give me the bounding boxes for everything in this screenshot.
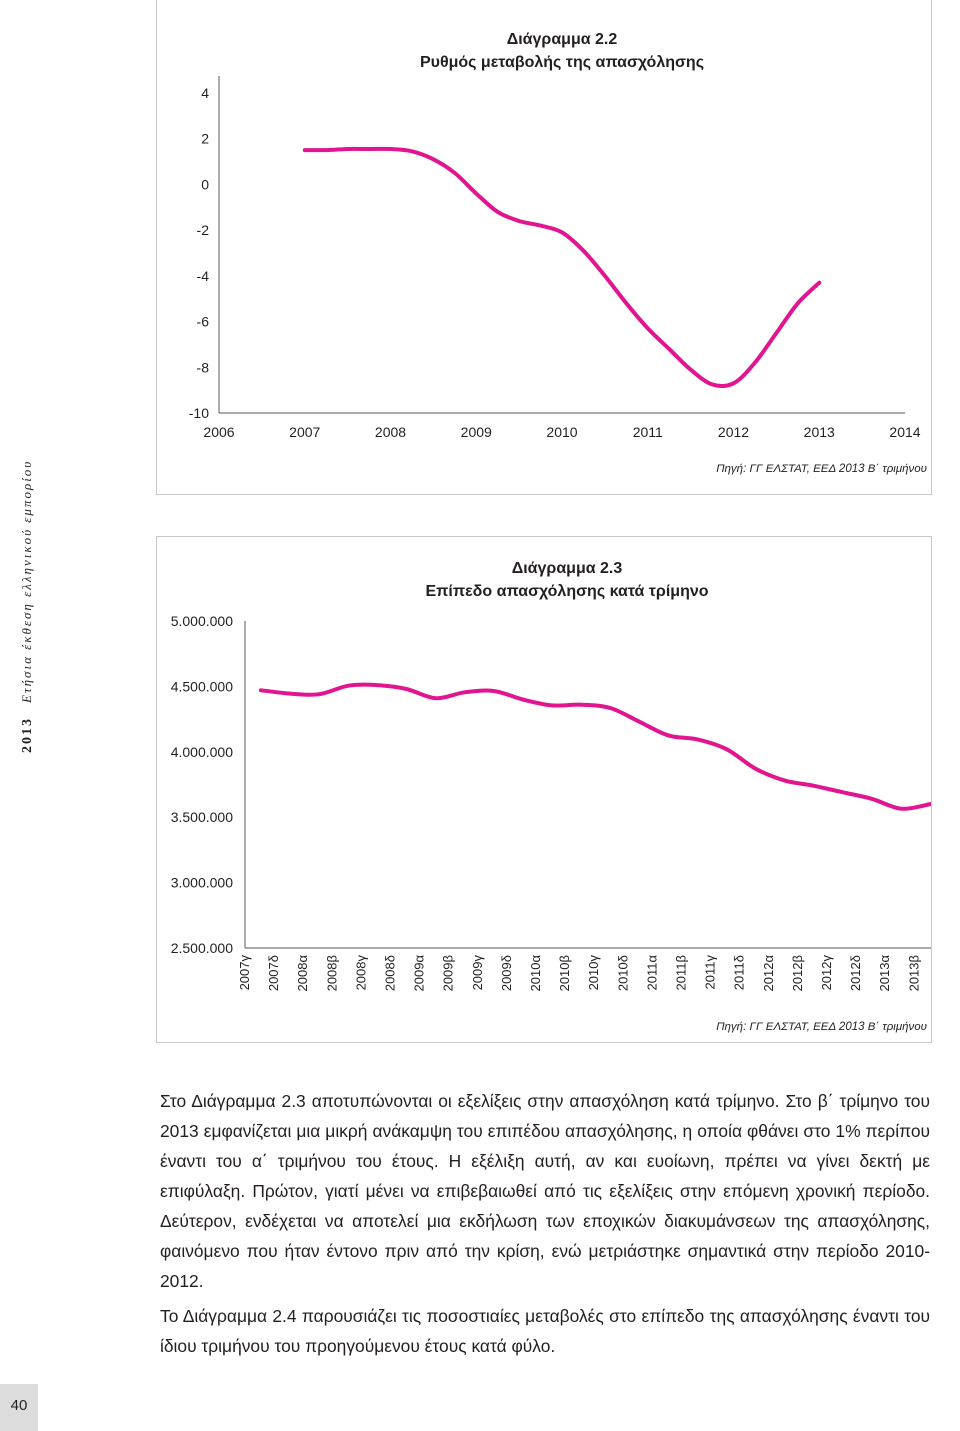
chart2-x-tick-label: 2010γ bbox=[586, 955, 601, 991]
chart2-x-tick-label: 2009γ bbox=[470, 955, 485, 991]
chart2-x-tick-label: 2009δ bbox=[499, 955, 514, 991]
chart2-y-tick-label: 4.500.000 bbox=[171, 678, 233, 694]
chart2-x-tick-label: 2011γ bbox=[703, 955, 718, 990]
chart2-subtitle: Επίπεδο απασχόλησης κατά τρίμηνο bbox=[425, 583, 708, 600]
chart1-title: Διάγραμμα 2.2 bbox=[507, 31, 618, 48]
chart2-title: Διάγραμμα 2.3 bbox=[512, 560, 623, 577]
chart2-x-tick-label: 2010β bbox=[557, 955, 572, 991]
chart2-x-tick-label: 2013β bbox=[906, 955, 921, 991]
chart2-x-tick-label: 2012β bbox=[790, 955, 805, 991]
chart2-x-tick-label: 2012α bbox=[761, 955, 776, 992]
chart1-x-tick-label: 2014 bbox=[889, 424, 920, 440]
chart1-y-tick-label: 0 bbox=[201, 176, 209, 192]
chart2-x-tick-label: 2012δ bbox=[848, 955, 863, 991]
chart2-y-tick-label: 3.500.000 bbox=[171, 809, 233, 825]
chart1-x-tick-label: 2012 bbox=[718, 424, 749, 440]
chart1-x-tick-label: 2008 bbox=[375, 424, 406, 440]
chart-employment-level-svg: Διάγραμμα 2.3 Επίπεδο απασχόλησης κατά τ… bbox=[171, 560, 931, 1033]
chart2-x-tick-label: 2011δ bbox=[732, 955, 747, 990]
side-running-title-svg: 2013 Ετήσια έκθεση ελληνικού εμπορίου bbox=[18, 460, 35, 753]
chart2-x-tick-label: 2011β bbox=[674, 955, 689, 990]
chart1-source: Πηγή: ΓΓ ΕΛΣΤΑΤ, ΕΕΔ 2013 Β΄ τριμήνου bbox=[716, 463, 927, 475]
chart1-y-tick-label: -2 bbox=[197, 222, 210, 238]
body-paragraph-2: Το Διάγραμμα 2.4 παρουσιάζει τις ποσοστι… bbox=[160, 1306, 930, 1356]
chart2-x-tick-label: 2007δ bbox=[266, 955, 281, 991]
side-year: 2013 bbox=[20, 717, 35, 753]
chart2-x-tick-label: 2008δ bbox=[383, 955, 398, 991]
chart2-x-tick-label: 2008α bbox=[295, 955, 310, 992]
side-title: Ετήσια έκθεση ελληνικού εμπορίου bbox=[19, 460, 34, 704]
chart1-y-tick-label: -8 bbox=[197, 359, 210, 375]
chart2-series-line bbox=[259, 682, 931, 811]
chart1-y-tick-label: -10 bbox=[189, 405, 209, 421]
chart1-subtitle: Ρυθμός μεταβολής της απασχόλησης bbox=[420, 54, 704, 71]
chart2-x-tick-label: 2007γ bbox=[237, 955, 252, 991]
chart1-y-tick-label: 4 bbox=[201, 85, 209, 101]
chart-employment-level: Διάγραμμα 2.3 Επίπεδο απασχόλησης κατά τ… bbox=[156, 536, 932, 1043]
body-text: Στο Διάγραμμα 2.3 αποτυπώνονται οι εξελί… bbox=[160, 1086, 930, 1366]
chart2-x-tick-label: 2010α bbox=[528, 955, 543, 992]
chart1-y-tick-label: -4 bbox=[197, 268, 210, 284]
chart1-x-tick-label: 2006 bbox=[203, 424, 234, 440]
svg-text:2013 Ετήσια έκθεση ελλην: 2013 Ετήσια έκθεση ελληνικού εμπορίου bbox=[18, 460, 35, 753]
chart2-x-tick-label: 2013α bbox=[877, 955, 892, 992]
chart2-y-tick-label: 2.500.000 bbox=[171, 940, 233, 956]
chart-employment-change-rate: Διάγραμμα 2.2 Ρυθμός μεταβολής της απασχ… bbox=[156, 0, 932, 495]
chart1-x-tick-label: 2011 bbox=[633, 424, 663, 440]
chart2-y-tick-label: 5.000.000 bbox=[171, 613, 233, 629]
chart2-y-tick-label: 4.000.000 bbox=[171, 744, 233, 760]
chart1-y-tick-label: -6 bbox=[197, 314, 210, 330]
chart1-x-tick-label: 2013 bbox=[804, 424, 835, 440]
chart2-x-tick-label: 2009β bbox=[441, 955, 456, 991]
chart2-x-tick-label: 2012γ bbox=[819, 955, 834, 991]
chart2-x-tick-label: 2008γ bbox=[353, 955, 368, 991]
side-running-title: 2013 Ετήσια έκθεση ελληνικού εμπορίου bbox=[14, 415, 38, 755]
chart2-y-tick-label: 3.000.000 bbox=[171, 875, 233, 891]
chart2-x-tick-label: 2010δ bbox=[615, 955, 630, 991]
chart1-series-line bbox=[302, 146, 822, 389]
chart1-x-tick-label: 2009 bbox=[461, 424, 492, 440]
chart2-source: Πηγή: ΓΓ ΕΛΣΤΑΤ, ΕΕΔ 2013 Β΄ τριμήνου bbox=[716, 1021, 927, 1033]
chart2-x-tick-label: 2009α bbox=[412, 955, 427, 992]
page-number: 40 bbox=[0, 1384, 38, 1431]
chart1-x-tick-label: 2007 bbox=[289, 424, 320, 440]
chart1-y-tick-label: 2 bbox=[201, 131, 209, 147]
chart2-x-tick-label: 2011α bbox=[644, 955, 659, 991]
body-paragraph-1: Στο Διάγραμμα 2.3 αποτυπώνονται οι εξελί… bbox=[160, 1091, 930, 1291]
chart2-x-tick-label: 2008β bbox=[324, 955, 339, 991]
chart1-x-tick-label: 2010 bbox=[546, 424, 577, 440]
chart-employment-change-rate-svg: Διάγραμμα 2.2 Ρυθμός μεταβολής της απασχ… bbox=[189, 31, 927, 475]
